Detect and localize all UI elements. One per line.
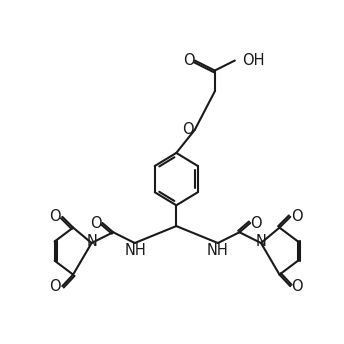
Text: O: O (291, 279, 303, 294)
Text: N: N (86, 234, 97, 249)
Text: OH: OH (243, 53, 265, 68)
Text: NH: NH (206, 243, 228, 258)
Text: O: O (183, 53, 194, 68)
Text: N: N (256, 234, 267, 249)
Text: O: O (50, 279, 61, 294)
Text: O: O (291, 209, 303, 224)
Text: O: O (50, 209, 61, 224)
Text: O: O (90, 215, 102, 230)
Text: O: O (250, 215, 262, 230)
Text: O: O (182, 122, 194, 137)
Text: NH: NH (125, 243, 146, 258)
